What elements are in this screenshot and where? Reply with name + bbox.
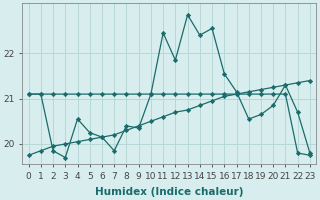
X-axis label: Humidex (Indice chaleur): Humidex (Indice chaleur) (95, 187, 244, 197)
